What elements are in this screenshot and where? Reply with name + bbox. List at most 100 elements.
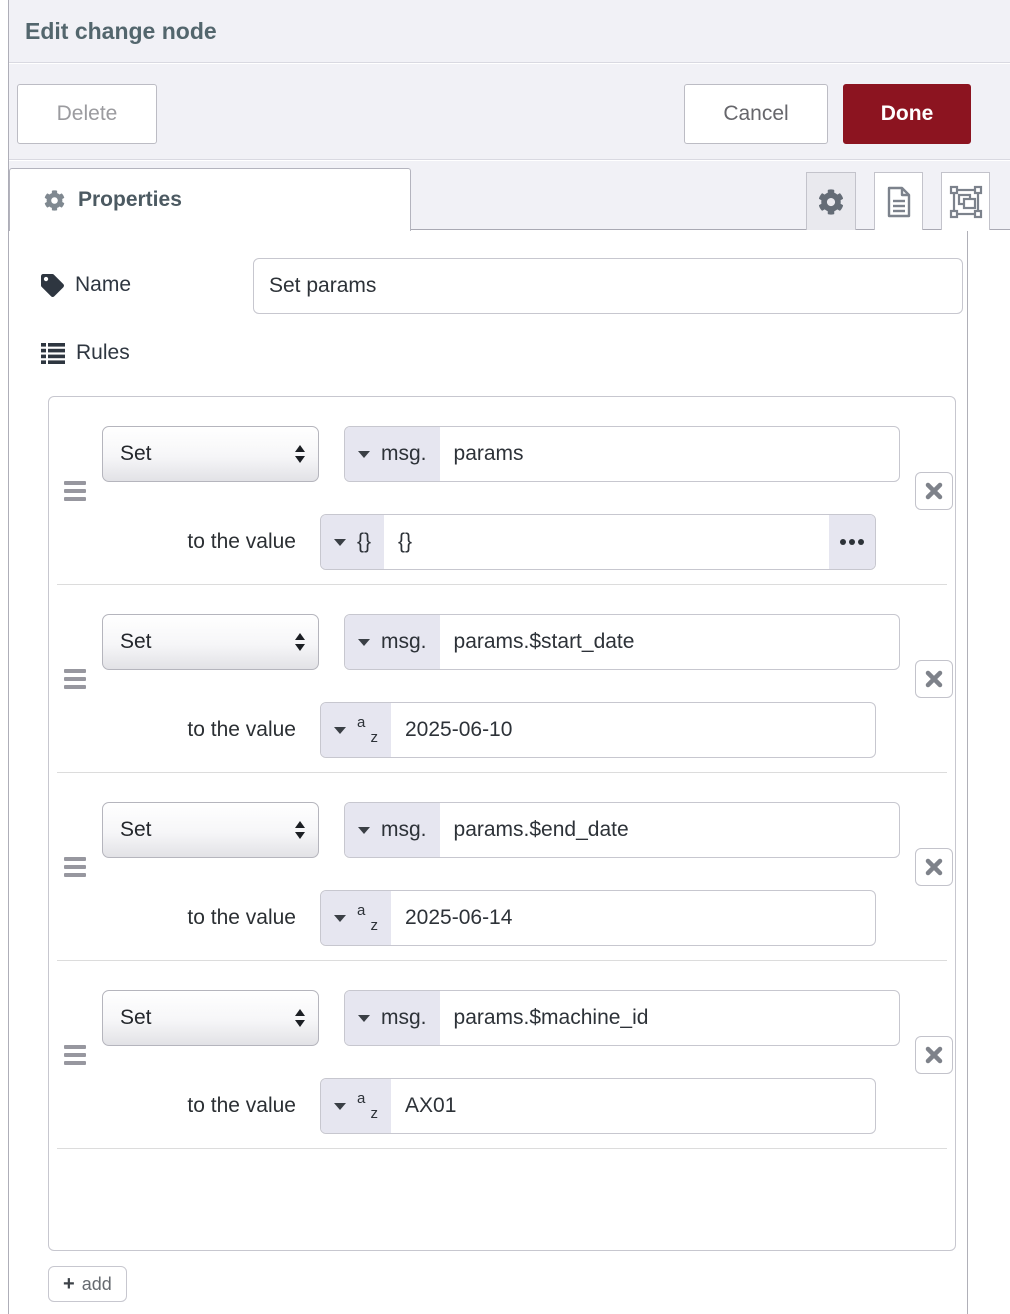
rule-property-input[interactable]: msg. params.$end_date — [344, 802, 900, 858]
list-icon — [41, 342, 65, 364]
gear-icon — [44, 189, 65, 211]
properties-section-button[interactable] — [806, 172, 856, 230]
edit-node-tray: Edit change node Delete Cancel Done Prop… — [8, 0, 1010, 1314]
name-label-text: Name — [75, 273, 132, 296]
plus-icon: + — [63, 1273, 75, 1295]
done-button[interactable]: Done — [843, 84, 971, 144]
x-icon — [925, 670, 943, 688]
rule-value-input[interactable]: {} {} — [320, 514, 876, 570]
appearance-icon — [949, 185, 983, 219]
property-prefix-label: msg. — [381, 818, 427, 841]
x-icon — [925, 858, 943, 876]
tray-header: Edit change node — [9, 0, 1010, 63]
properties-panel: Name Rules Set — [9, 231, 968, 1314]
remove-rule-button[interactable] — [915, 659, 953, 698]
page-title: Edit change node — [25, 17, 217, 44]
rule-row-4: Set msg. params.$machine_id to the value — [57, 961, 953, 1149]
grip-lines-icon[interactable] — [62, 1041, 88, 1069]
x-icon — [925, 482, 943, 500]
remove-rule-button[interactable] — [915, 847, 953, 886]
property-type-button[interactable]: msg. — [345, 615, 440, 669]
grip-lines-icon[interactable] — [62, 853, 88, 881]
select-arrows-icon — [295, 445, 305, 463]
select-arrows-icon — [295, 633, 305, 651]
property-prefix-label: msg. — [381, 1006, 427, 1029]
chevron-down-icon — [358, 826, 370, 834]
property-value[interactable]: params — [453, 442, 524, 465]
chevron-down-icon — [334, 538, 346, 546]
grip-lines-icon[interactable] — [62, 665, 88, 693]
property-type-button[interactable]: msg. — [345, 991, 440, 1045]
delete-button[interactable]: Delete — [17, 84, 157, 144]
rule-action-select[interactable]: Set — [102, 990, 319, 1046]
property-value[interactable]: params.$start_date — [453, 630, 635, 653]
ellipsis-icon[interactable] — [829, 515, 875, 569]
to-value-label: to the value — [187, 1094, 296, 1117]
add-rule-button[interactable]: + add — [48, 1266, 127, 1302]
json-type-icon: {} — [357, 530, 372, 553]
to-value-label: to the value — [187, 906, 296, 929]
rule-action-select[interactable]: Set — [102, 614, 319, 670]
rule-row-1: Set msg. params to the value — [57, 397, 953, 585]
gear-icon — [818, 188, 844, 215]
rule-action-value: Set — [120, 630, 152, 653]
x-icon — [925, 1046, 943, 1064]
rule-value[interactable]: AX01 — [405, 1094, 457, 1117]
rules-list: Set msg. params to the value — [48, 396, 956, 1251]
cancel-button[interactable]: Cancel — [684, 84, 828, 144]
rules-label-text: Rules — [76, 341, 130, 364]
remove-rule-button[interactable] — [915, 1035, 953, 1074]
chevron-down-icon — [334, 726, 346, 734]
rule-property-input[interactable]: msg. params.$start_date — [344, 614, 900, 670]
chevron-down-icon — [358, 450, 370, 458]
property-value[interactable]: params.$end_date — [453, 818, 629, 841]
property-type-button[interactable]: msg. — [345, 427, 440, 481]
node-name-input[interactable] — [253, 258, 963, 314]
rule-value[interactable]: 2025-06-10 — [405, 718, 513, 741]
rule-row-2: Set msg. params.$start_date to the value — [57, 585, 953, 773]
rule-action-value: Set — [120, 1006, 152, 1029]
rule-value[interactable]: {} — [398, 530, 413, 553]
rule-action-select[interactable]: Set — [102, 426, 319, 482]
rules-section-label: Rules — [41, 341, 130, 365]
to-value-label: to the value — [187, 530, 296, 553]
rule-property-input[interactable]: msg. params.$machine_id — [344, 990, 900, 1046]
appearance-section-button[interactable] — [941, 172, 990, 230]
add-button-label: add — [81, 1273, 112, 1294]
value-type-button[interactable]: {} — [321, 515, 385, 569]
chevron-down-icon — [358, 638, 370, 646]
document-icon — [885, 186, 913, 218]
grip-lines-icon[interactable] — [62, 477, 88, 505]
tag-icon — [41, 273, 64, 297]
tab-properties-label: Properties — [78, 188, 182, 211]
rule-value[interactable]: 2025-06-14 — [405, 906, 513, 929]
chevron-down-icon — [334, 1102, 346, 1110]
rule-action-value: Set — [120, 818, 152, 841]
select-arrows-icon — [295, 821, 305, 839]
rule-row-3: Set msg. params.$end_date to the value — [57, 773, 953, 961]
tab-bar: Properties — [9, 161, 1010, 231]
property-value[interactable]: params.$machine_id — [453, 1006, 649, 1029]
to-value-label: to the value — [187, 718, 296, 741]
property-type-button[interactable]: msg. — [345, 803, 440, 857]
chevron-down-icon — [358, 1014, 370, 1022]
chevron-down-icon — [334, 914, 346, 922]
property-prefix-label: msg. — [381, 630, 427, 653]
tab-properties[interactable]: Properties — [9, 168, 411, 231]
description-section-button[interactable] — [874, 172, 923, 230]
name-field-label: Name — [41, 273, 131, 297]
select-arrows-icon — [295, 1009, 305, 1027]
tray-toolbar: Delete Cancel Done — [9, 64, 1010, 160]
rule-property-input[interactable]: msg. params — [344, 426, 900, 482]
remove-rule-button[interactable] — [915, 471, 953, 510]
rule-action-select[interactable]: Set — [102, 802, 319, 858]
